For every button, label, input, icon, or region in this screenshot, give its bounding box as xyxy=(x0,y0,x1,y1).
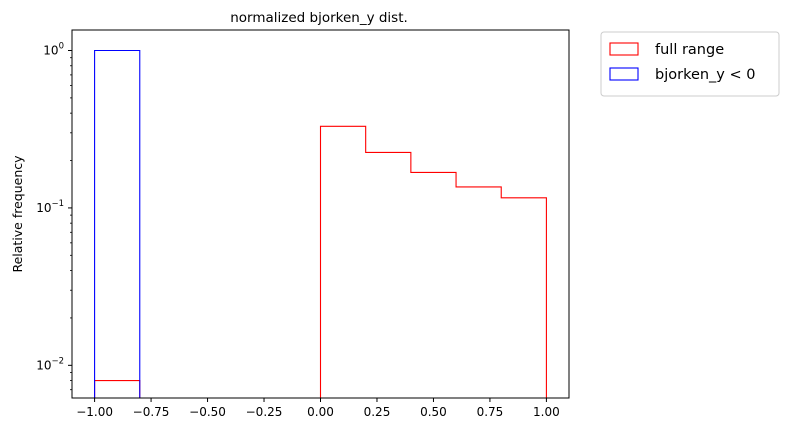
x-tick-label: 0.50 xyxy=(420,405,447,419)
y-tick-label: 10−1 xyxy=(36,199,64,215)
legend-swatch xyxy=(609,42,639,56)
x-tick-label: −0.75 xyxy=(133,405,170,419)
y-tick-base: 10 xyxy=(36,358,51,372)
y-axis-label: Relative frequency xyxy=(10,155,25,273)
x-tick-label: −0.25 xyxy=(246,405,283,419)
histogram-series-full-range xyxy=(94,125,547,398)
x-tick-label: 0.75 xyxy=(477,405,504,419)
x-tick-label: 0.00 xyxy=(307,405,334,419)
chart-title: normalized bjorken_y dist. xyxy=(230,10,408,26)
x-tick-label: −1.00 xyxy=(76,405,113,419)
x-tick-label: 0.25 xyxy=(364,405,391,419)
histogram-series-bjorken-y-negative xyxy=(94,49,141,398)
y-tick-exponent: 0 xyxy=(59,42,64,52)
y-tick-exponent: −1 xyxy=(51,199,64,209)
legend-box xyxy=(600,31,780,97)
y-tick-exponent: −2 xyxy=(51,356,64,366)
x-tick-label: 1.00 xyxy=(533,405,560,419)
y-tick-label: 100 xyxy=(43,42,64,58)
legend-label: bjorken_y < 0 xyxy=(655,67,755,83)
plot-frame xyxy=(71,29,570,399)
legend-label: full range xyxy=(655,42,724,58)
y-tick-base: 10 xyxy=(36,201,51,215)
legend-swatch xyxy=(609,67,639,81)
x-tick-label: −0.50 xyxy=(189,405,226,419)
y-tick-label: 10−2 xyxy=(36,356,64,372)
y-tick-base: 10 xyxy=(43,44,58,58)
legend: full range bjorken_y < 0 xyxy=(600,31,780,97)
